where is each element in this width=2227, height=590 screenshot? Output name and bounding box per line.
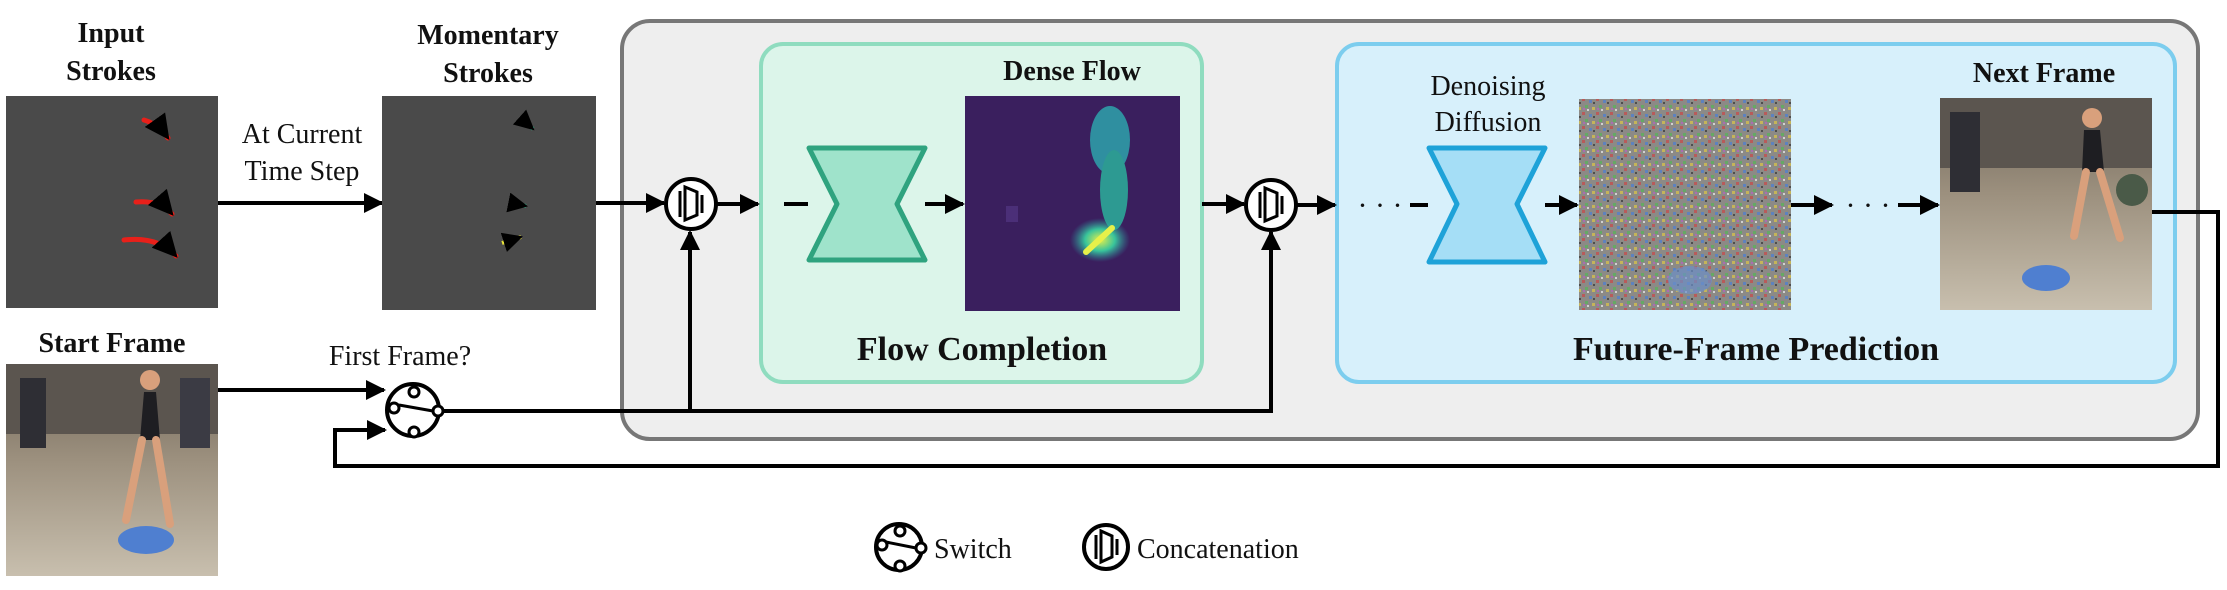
diffusion-unet <box>1426 145 1548 265</box>
input-strokes-label: Input <box>78 18 146 49</box>
momentary-strokes-panel <box>382 96 596 310</box>
input-strokes-panel <box>6 96 218 308</box>
at-current-label: At Current <box>242 119 363 150</box>
denoising-label: Denoising <box>1430 71 1545 102</box>
at-current-label-2: Time Step <box>245 156 360 187</box>
switch-node <box>385 382 445 439</box>
dots-left: · · · <box>1358 189 1403 222</box>
red-stroke-3 <box>121 230 179 259</box>
next-frame-image <box>1940 98 2152 310</box>
noisy-frame-image <box>1579 99 1791 310</box>
denoising-label-2: Diffusion <box>1435 107 1542 138</box>
flow-completion-title: Flow Completion <box>857 331 1107 368</box>
concatenation-icon <box>1082 523 1130 571</box>
start-frame-image <box>6 364 218 576</box>
momentary-strokes-label: Momentary <box>417 20 559 51</box>
concat-node-2 <box>1244 178 1298 232</box>
switch-icon <box>874 522 928 573</box>
red-stroke-2 <box>133 188 175 217</box>
future-frame-title: Future-Frame Prediction <box>1573 331 1939 368</box>
dense-flow-image <box>965 96 1180 311</box>
legend: Switch Concatenation <box>874 522 1299 573</box>
concat-node-1 <box>664 177 718 231</box>
momentary-strokes-label-2: Strokes <box>443 58 533 89</box>
dots-right: · · · <box>1846 189 1891 222</box>
legend-switch-label: Switch <box>934 534 1012 565</box>
switch-to-concat-line <box>443 230 1281 413</box>
dense-flow-label: Dense Flow <box>1003 56 1141 87</box>
red-stroke-1 <box>141 112 171 141</box>
next-frame-label: Next Frame <box>1973 58 2115 89</box>
legend-concatenation-label: Concatenation <box>1137 534 1299 565</box>
input-strokes-label-2: Strokes <box>66 56 156 87</box>
first-frame-label: First Frame? <box>329 341 471 372</box>
feedback-loop-line <box>333 210 2220 468</box>
flow-completion-unet <box>806 145 928 263</box>
start-frame-label: Start Frame <box>39 328 186 359</box>
